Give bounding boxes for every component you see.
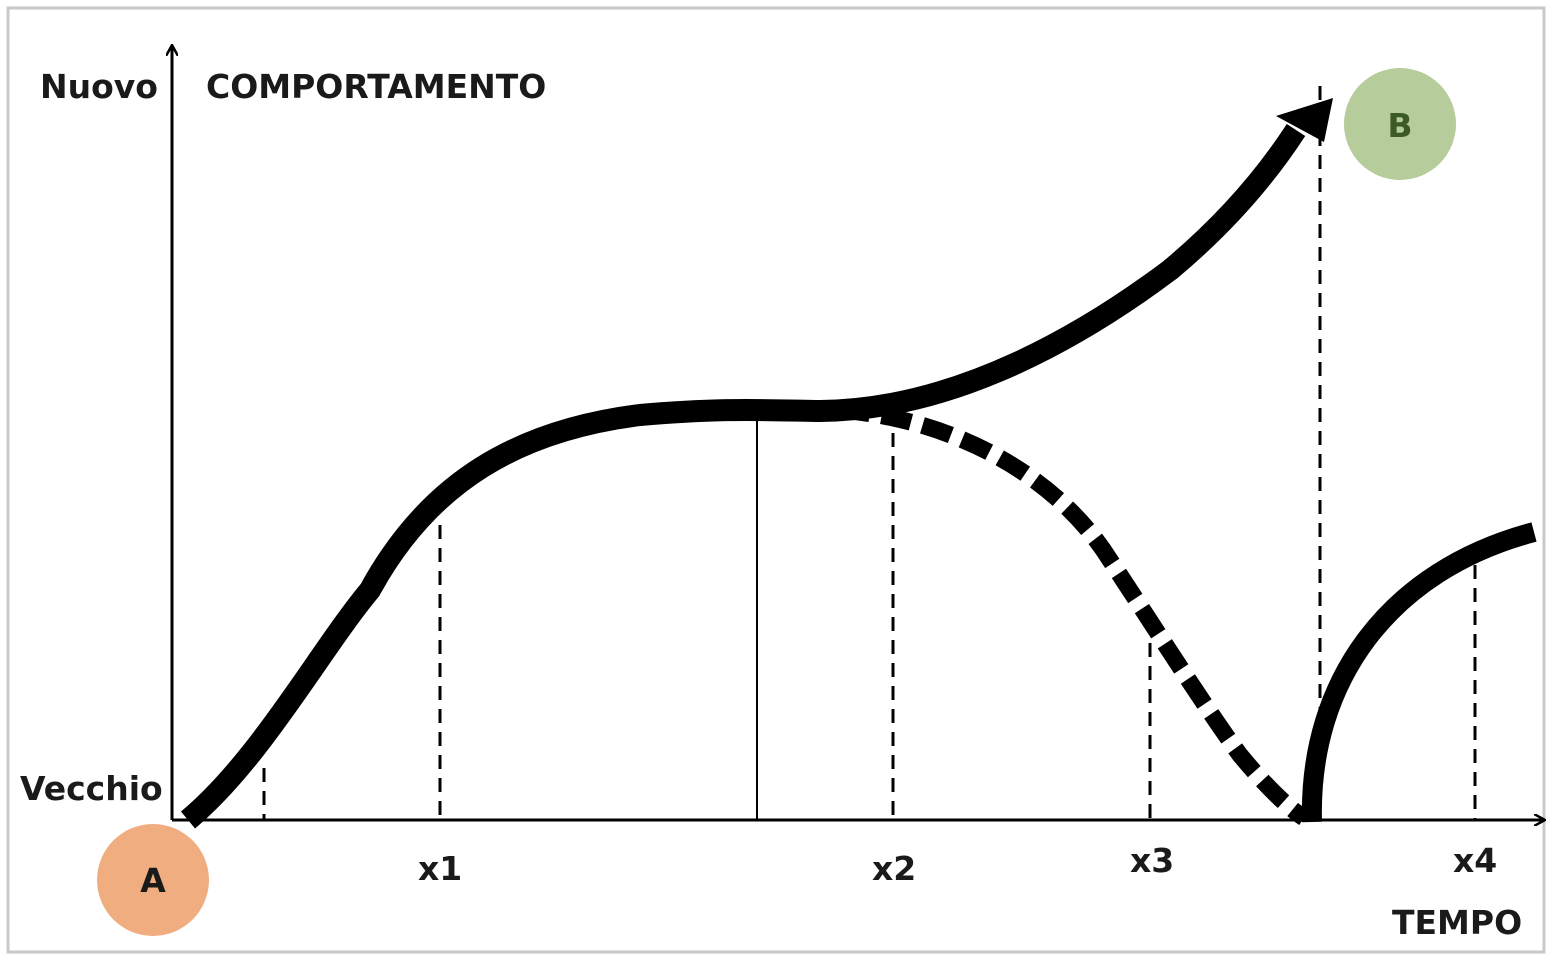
start-point-circle: [97, 824, 209, 936]
x-tick-x1: x1: [418, 849, 462, 888]
x-tick-x4: x4: [1453, 841, 1497, 880]
end-point: B: [1344, 68, 1456, 180]
end-point-circle: [1344, 68, 1456, 180]
x-tick-x3: x3: [1130, 841, 1174, 880]
new-behavior-curve: [180, 124, 1306, 829]
start-point-label: A: [140, 861, 166, 900]
y-axis-bottom-label: Vecchio: [20, 769, 163, 808]
recovery-curve: [1301, 522, 1537, 823]
start-point: A: [97, 824, 209, 936]
x-tick-x2: x2: [872, 849, 916, 888]
y-axis-top-label: Nuovo: [40, 67, 158, 106]
y-axis-title: COMPORTAMENTO: [206, 67, 546, 106]
guide-lines: [262, 86, 1477, 820]
end-point-label: B: [1387, 106, 1412, 145]
diagram-frame: [6, 6, 1546, 954]
relapse-curve: [839, 401, 1309, 826]
x-axis-title: TEMPO: [1392, 903, 1522, 942]
curve-arrowhead: [1276, 98, 1333, 142]
